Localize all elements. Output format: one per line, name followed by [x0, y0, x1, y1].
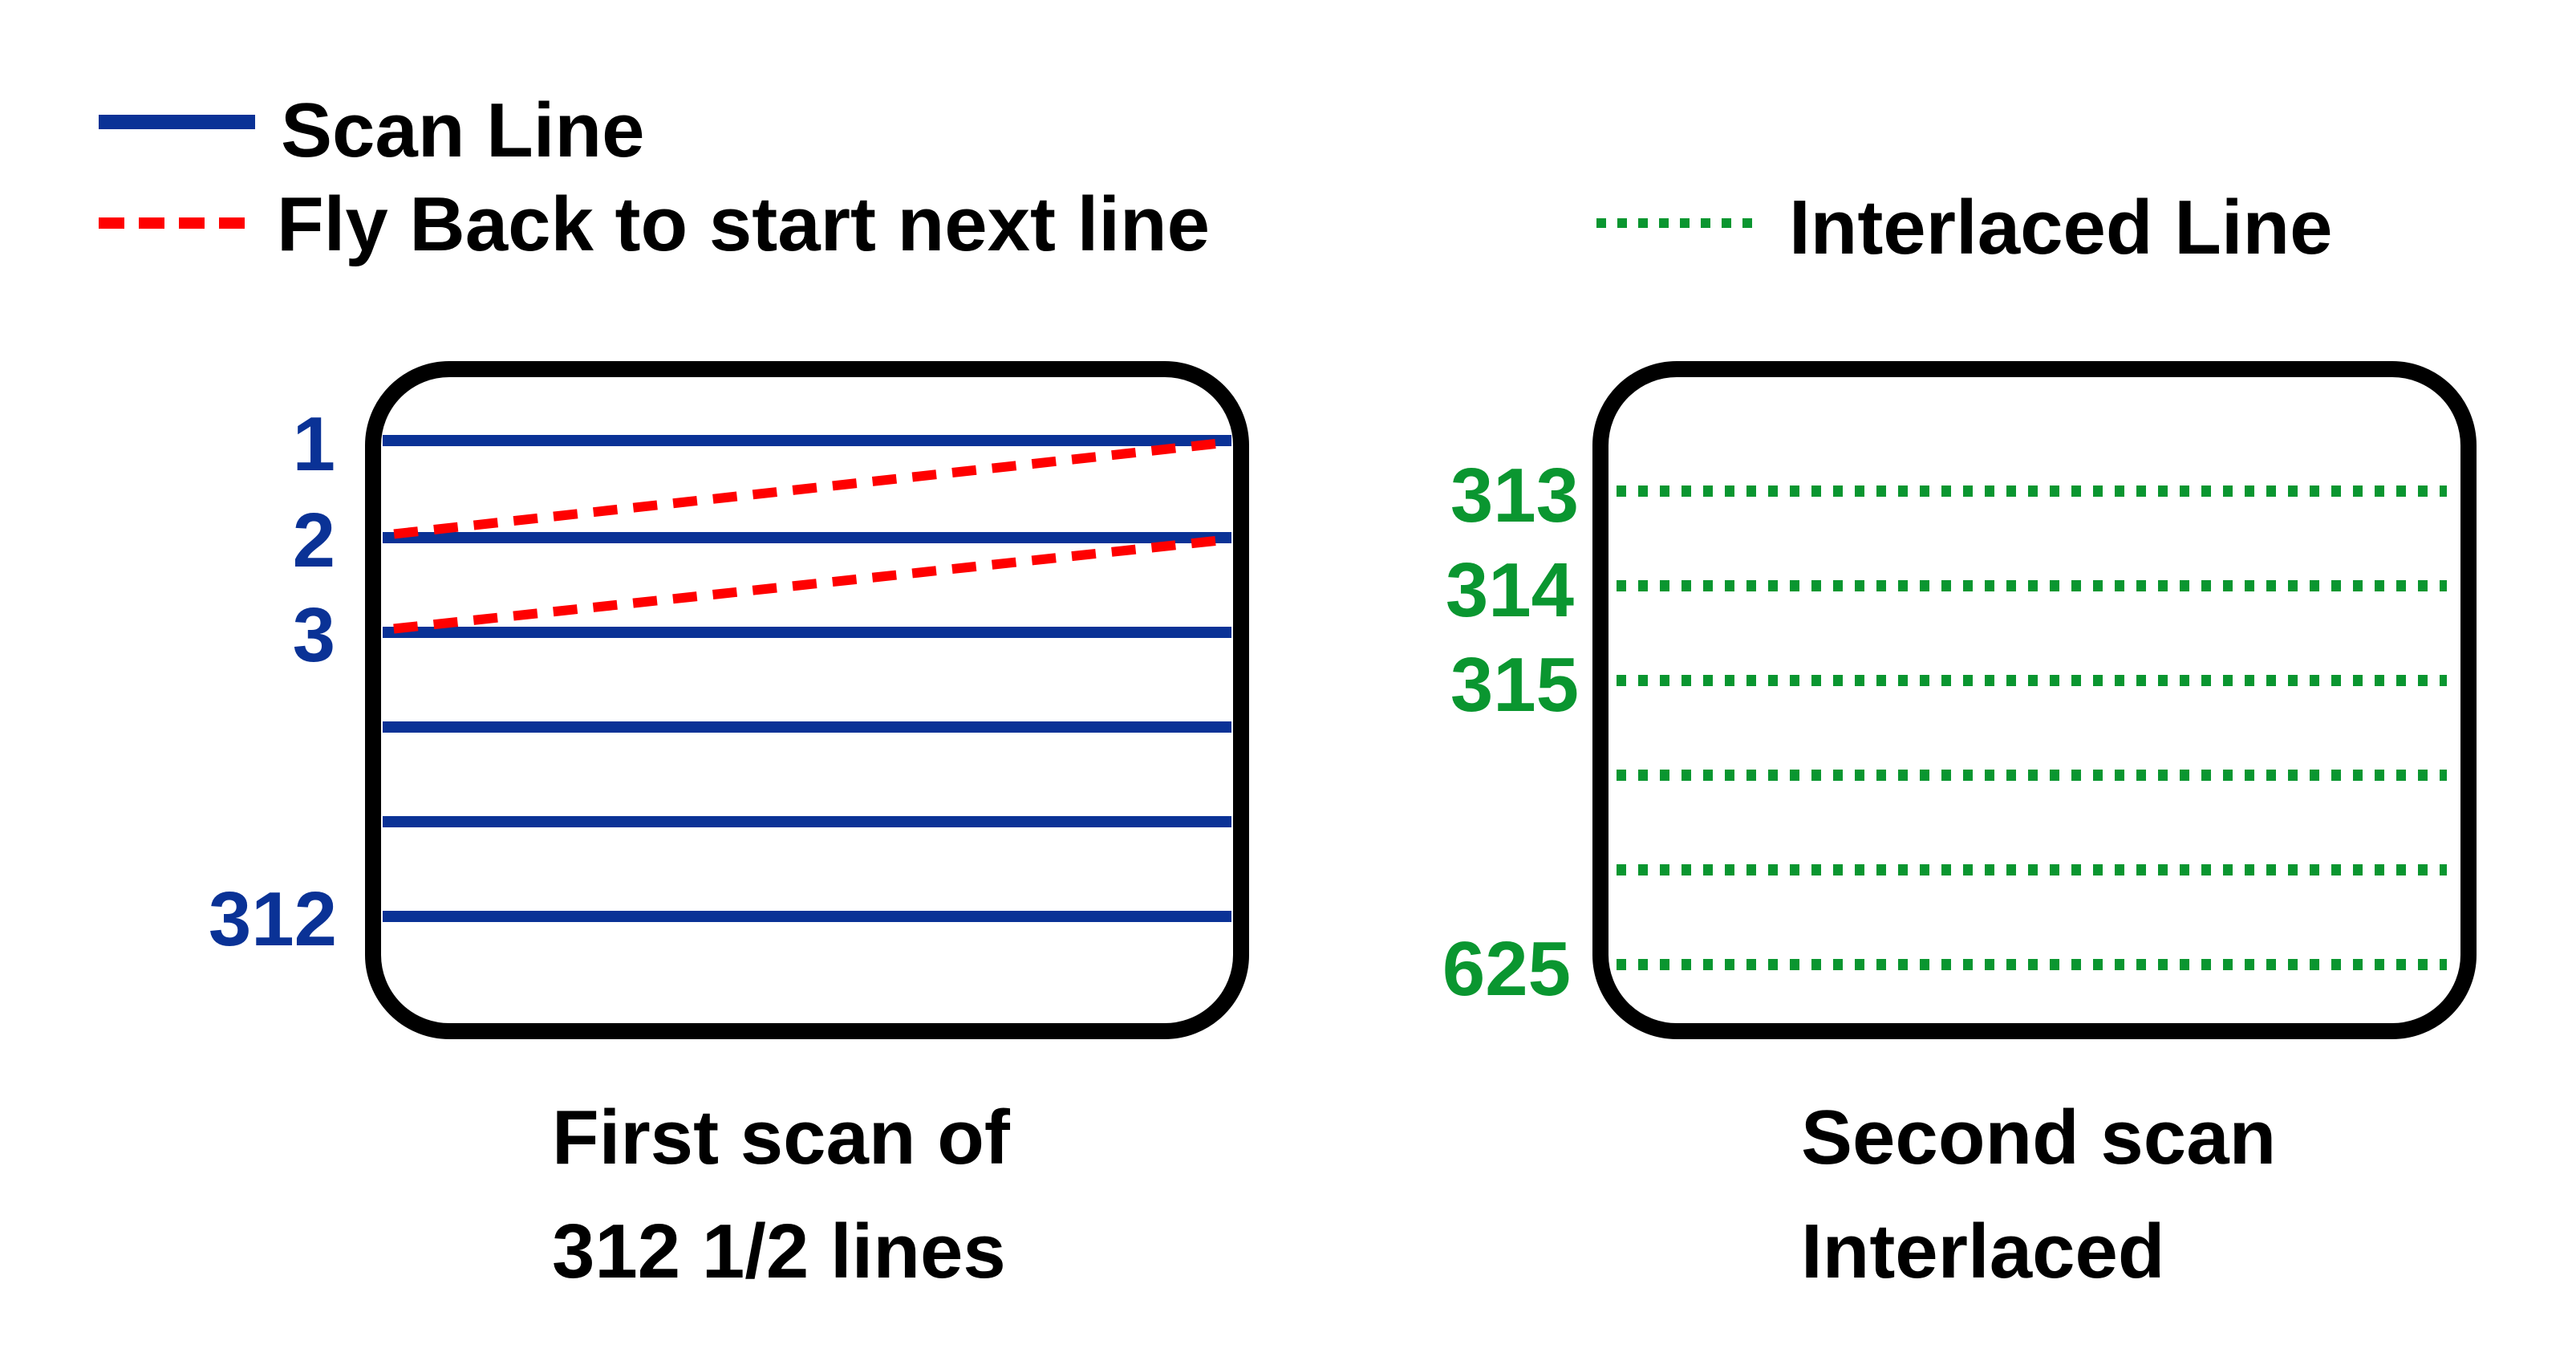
- second-scan-frame: [1592, 361, 2477, 1039]
- second-scan-panel: 313 314 315 625 Second scan Interlaced: [1442, 361, 2477, 1294]
- legend-interlaced-label: Interlaced Line: [1789, 185, 2333, 270]
- interlaced-line-number: 625: [1442, 926, 1571, 1012]
- legend-fly-back-label: Fly Back to start next line: [277, 181, 1210, 267]
- interlaced-line-number: 315: [1450, 642, 1579, 728]
- first-scan-caption-line2: 312 1/2 lines: [552, 1209, 1006, 1294]
- fly-back-line: [382, 439, 1216, 540]
- first-scan-panel: 1 2 3 312 First scan of 312 1/2 lines: [209, 361, 1249, 1294]
- fly-back-line: [382, 536, 1216, 635]
- scan-line-number: 1: [293, 401, 335, 487]
- interlaced-line-number: 313: [1450, 453, 1579, 538]
- second-scan-caption-line1: Second scan: [1801, 1095, 2276, 1180]
- scan-line-number: 3: [293, 592, 335, 678]
- scan-line-number: 2: [293, 498, 335, 583]
- interlaced-line-number: 314: [1446, 547, 1574, 633]
- first-scan-caption-line1: First scan of: [552, 1095, 1011, 1180]
- second-scan-caption-line2: Interlaced: [1801, 1209, 2165, 1294]
- legend: Scan Line Fly Back to start next line In…: [99, 87, 2333, 270]
- first-scan-frame: [365, 361, 1249, 1039]
- scan-line-number: 312: [209, 876, 337, 962]
- legend-scan-line-label: Scan Line: [281, 87, 644, 173]
